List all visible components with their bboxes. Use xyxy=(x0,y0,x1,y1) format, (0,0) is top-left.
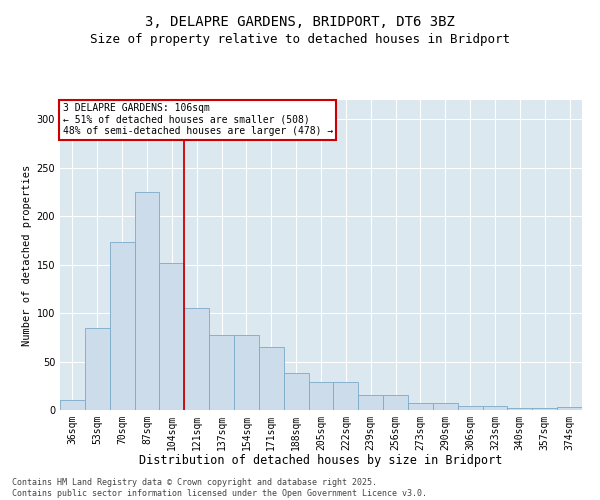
Y-axis label: Number of detached properties: Number of detached properties xyxy=(22,164,32,346)
Bar xyxy=(508,408,532,410)
Bar xyxy=(209,336,234,410)
Bar xyxy=(358,396,383,410)
Bar xyxy=(308,382,334,410)
Bar xyxy=(160,263,184,410)
X-axis label: Distribution of detached houses by size in Bridport: Distribution of detached houses by size … xyxy=(139,454,503,468)
Bar xyxy=(433,403,458,410)
Bar xyxy=(458,406,482,410)
Bar xyxy=(408,403,433,410)
Bar xyxy=(110,242,134,410)
Bar xyxy=(532,408,557,410)
Bar xyxy=(284,373,308,410)
Bar xyxy=(259,347,284,410)
Bar xyxy=(557,407,582,410)
Bar xyxy=(60,400,85,410)
Bar xyxy=(234,336,259,410)
Bar xyxy=(184,308,209,410)
Text: 3, DELAPRE GARDENS, BRIDPORT, DT6 3BZ: 3, DELAPRE GARDENS, BRIDPORT, DT6 3BZ xyxy=(145,15,455,29)
Text: Size of property relative to detached houses in Bridport: Size of property relative to detached ho… xyxy=(90,32,510,46)
Bar xyxy=(334,382,358,410)
Bar xyxy=(85,328,110,410)
Text: 3 DELAPRE GARDENS: 106sqm
← 51% of detached houses are smaller (508)
48% of semi: 3 DELAPRE GARDENS: 106sqm ← 51% of detac… xyxy=(62,103,333,136)
Text: Contains HM Land Registry data © Crown copyright and database right 2025.
Contai: Contains HM Land Registry data © Crown c… xyxy=(12,478,427,498)
Bar xyxy=(134,192,160,410)
Bar xyxy=(383,396,408,410)
Bar xyxy=(482,406,508,410)
